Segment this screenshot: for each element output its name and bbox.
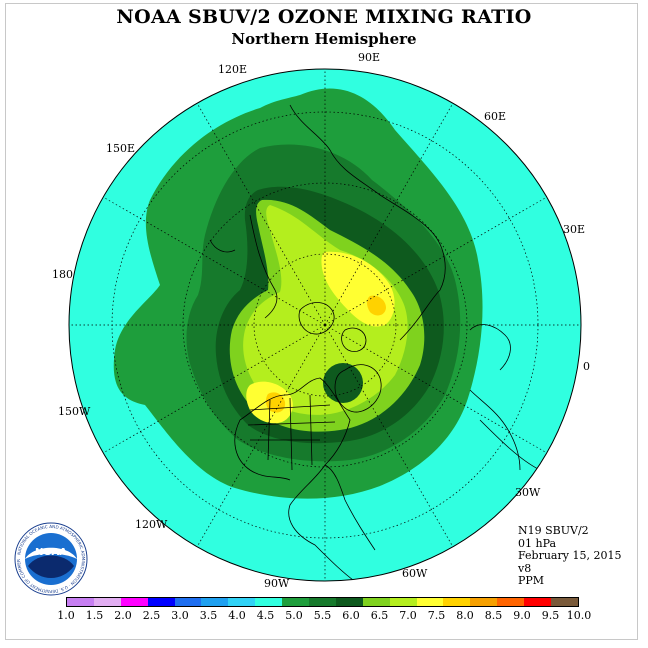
label-150e: 150E — [106, 142, 136, 155]
version-label: v8 — [518, 561, 532, 575]
label-90w: 90W — [264, 577, 290, 590]
colorbar-tick-label: 2.0 — [114, 609, 132, 622]
colorbar-segment — [93, 598, 121, 606]
logo-text: NOAA — [35, 547, 67, 558]
label-30e: 30E — [563, 223, 586, 236]
label-30w: 30W — [515, 486, 541, 499]
colorbar-tick-label: 6.5 — [370, 609, 389, 622]
colorbar-tick-label: 3.0 — [171, 609, 189, 622]
colorbar-segment — [174, 598, 202, 606]
colorbar-tick-label: 8.0 — [456, 609, 474, 622]
map-boundary — [68, 68, 582, 582]
colorbar-segment — [309, 598, 336, 606]
colorbar-segment — [228, 598, 256, 606]
colorbar-tick-label: 6.0 — [342, 609, 360, 622]
colorbar-tick-label: 9.5 — [541, 609, 560, 622]
colorbar-segment — [282, 598, 310, 606]
colorbar — [66, 597, 579, 607]
instrument-label: N19 SBUV/2 — [518, 524, 589, 537]
label-120e: 120E — [218, 63, 248, 76]
colorbar-tick-label: 7.5 — [427, 609, 446, 622]
label-120w: 120W — [135, 518, 168, 531]
colorbar-tick-label: 3.5 — [199, 609, 218, 622]
ozone-region-8-0 — [265, 392, 286, 413]
ozone-region-8-0 — [367, 295, 386, 316]
colorbar-segment — [362, 598, 390, 606]
colorbar-segment — [255, 598, 283, 606]
label-60w: 60W — [402, 567, 428, 580]
colorbar-segment — [67, 598, 94, 606]
colorbar-segment — [147, 598, 175, 606]
noaa-logo: NOAA NATIONAL OCEANIC AND ATMOSPHERIC AD… — [14, 522, 88, 596]
map-title: NOAA SBUV/2 OZONE MIXING RATIO — [116, 6, 532, 28]
colorbar-segment — [524, 598, 552, 606]
colorbar-tick-label: 10.0 — [566, 609, 592, 622]
label-90e: 90E — [358, 51, 381, 64]
label-150w: 150W — [58, 405, 91, 418]
map-subtitle: Northern Hemisphere — [231, 30, 417, 48]
graticule — [69, 69, 581, 581]
label-60e: 60E — [484, 110, 507, 123]
colorbar-tick-label: 1.0 — [57, 609, 75, 622]
colorbar-segment — [416, 598, 444, 606]
colorbar-segment — [389, 598, 417, 606]
colorbar-tick-label: 5.5 — [313, 609, 332, 622]
colorbar-segment — [551, 598, 578, 606]
colorbar-tick-label: 8.5 — [484, 609, 503, 622]
figure-frame — [5, 3, 638, 640]
ozone-region-6-0-low — [323, 363, 363, 403]
colorbar-segment — [335, 598, 363, 606]
colorbar-segment — [470, 598, 498, 606]
colorbar-segment — [497, 598, 525, 606]
colorbar-tick-label: 9.0 — [513, 609, 531, 622]
colorbar-tick-label: 1.5 — [85, 609, 104, 622]
colorbar-tick-label: 4.5 — [256, 609, 275, 622]
colorbar-tick-label: 7.0 — [399, 609, 417, 622]
colorbar-ticks: 1.0 1.5 2.0 2.5 3.0 3.5 4.0 4.5 5.0 5.5 6.0 6.5 7.0 7… — [0, 609, 648, 623]
label-180: 180 — [52, 268, 73, 281]
colorbar-segment — [443, 598, 471, 606]
units-label: PPM — [518, 574, 545, 587]
colorbar-tick-label: 2.5 — [142, 609, 161, 622]
label-0: 0 — [583, 360, 590, 373]
colorbar-segment — [120, 598, 148, 606]
colorbar-tick-label: 4.0 — [228, 609, 246, 622]
colorbar-tick-label: 5.0 — [285, 609, 303, 622]
ozone-region-7-0 — [243, 205, 408, 415]
date-label: February 15, 2015 — [518, 549, 622, 562]
info-block: N19 SBUV/2 01 hPa February 15, 2015 v8 P… — [518, 524, 622, 588]
pressure-level-label: 01 hPa — [518, 536, 557, 550]
colorbar-segment — [201, 598, 229, 606]
